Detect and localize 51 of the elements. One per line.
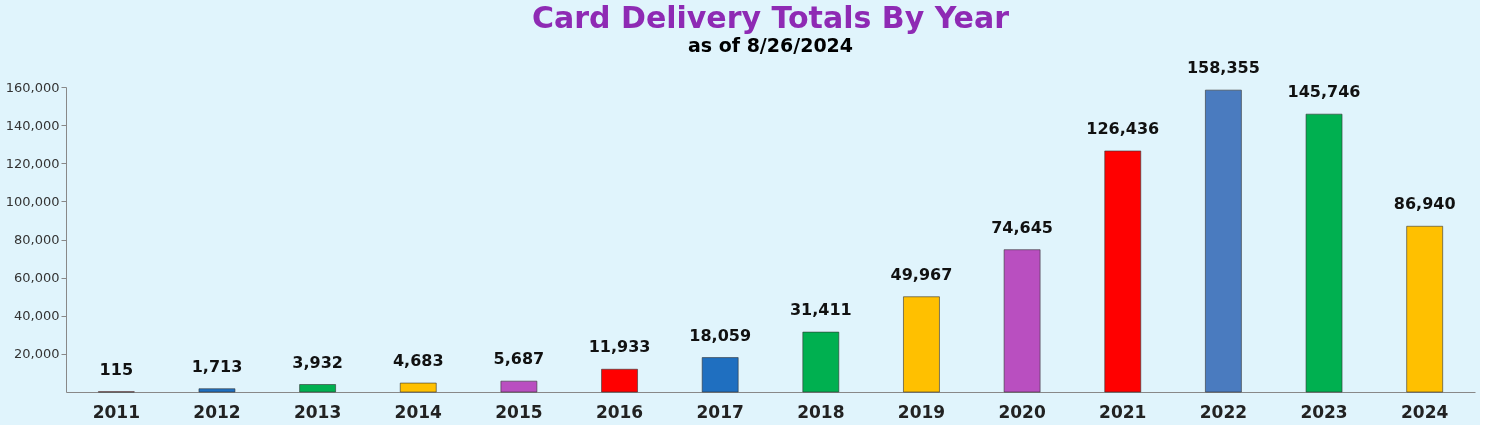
data-label: 145,746 — [1287, 82, 1361, 102]
y-tick-label: 20,000 — [14, 346, 60, 362]
x-tick-label: 2011 — [92, 401, 140, 422]
y-tick-label: 100,000 — [5, 193, 60, 209]
x-tick-label: 2023 — [1300, 401, 1348, 422]
y-tick-label: 140,000 — [5, 117, 60, 133]
bar — [299, 384, 336, 393]
data-label: 18,059 — [689, 325, 752, 345]
bar — [802, 331, 840, 393]
x-tick-label: 2021 — [1099, 401, 1147, 422]
data-label: 31,411 — [789, 300, 852, 320]
y-tick-label: 60,000 — [14, 270, 60, 286]
data-label: 74,645 — [991, 217, 1053, 237]
data-label: 3,932 — [292, 352, 343, 372]
x-tick-label: 2012 — [193, 401, 241, 422]
x-tick-label: 2017 — [696, 401, 744, 422]
y-tick-label: 80,000 — [14, 232, 60, 247]
bar — [1406, 225, 1443, 393]
x-tick-label: 2020 — [998, 401, 1046, 422]
bar — [1305, 113, 1343, 393]
bar — [601, 368, 638, 393]
data-label: 115 — [99, 359, 134, 379]
data-label: 11,933 — [588, 337, 651, 357]
bar — [399, 382, 437, 393]
y-tick-label: 120,000 — [5, 155, 60, 171]
chart-title: Card Delivery Totals By Year — [532, 0, 1010, 36]
x-tick-label: 2024 — [1401, 401, 1449, 422]
chart-subtitle: as of 8/26/2024 — [687, 34, 854, 57]
x-tick-label: 2015 — [495, 401, 543, 422]
data-label: 126,436 — [1086, 118, 1160, 138]
x-tick-label: 2013 — [293, 401, 342, 422]
data-label: 1,713 — [191, 356, 243, 376]
data-label: 5,687 — [493, 349, 545, 369]
x-tick-label: 2019 — [897, 401, 946, 422]
data-label: 49,967 — [890, 264, 953, 284]
bar — [701, 357, 739, 393]
bar — [903, 296, 940, 393]
bar — [1104, 150, 1142, 393]
bar — [1205, 89, 1242, 393]
y-tick-label: 40,000 — [14, 308, 60, 324]
data-label: 86,940 — [1393, 194, 1456, 214]
x-tick-label: 2016 — [595, 401, 644, 422]
x-tick-label: 2022 — [1199, 401, 1248, 422]
bar — [198, 388, 236, 393]
data-label: 4,683 — [392, 351, 444, 371]
y-tick-label: 160,000 — [5, 79, 60, 95]
data-label: 158,355 — [1186, 58, 1260, 78]
x-tick-label: 2014 — [394, 401, 443, 422]
bar — [500, 380, 538, 393]
x-tick-label: 2018 — [797, 401, 845, 422]
bar — [1003, 249, 1041, 393]
